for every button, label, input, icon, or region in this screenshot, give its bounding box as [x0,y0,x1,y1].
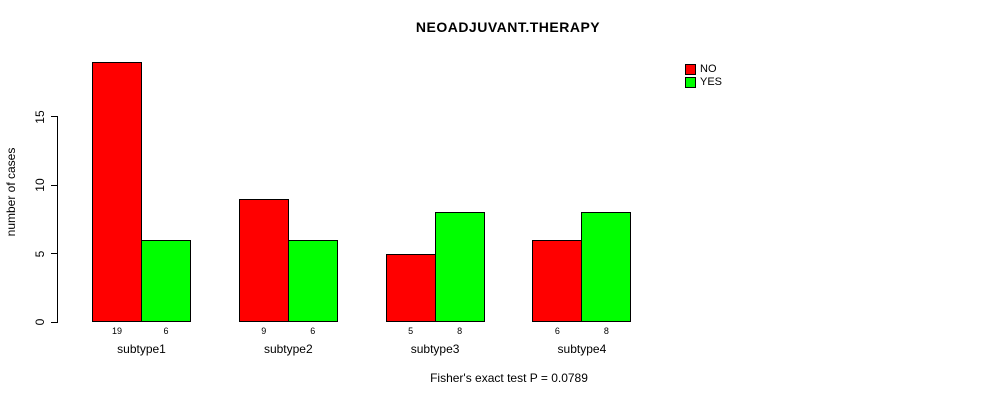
bar-subtype2-no [238,198,289,322]
legend-swatch-yes [685,76,696,88]
footer-note: Fisher's exact test P = 0.0789 [430,371,588,385]
y-tick-mark [51,253,58,254]
y-tick-label: 5 [33,250,47,257]
legend-label: YES [700,75,723,88]
bar-value-label: 9 [261,326,267,336]
x-category-label: subtype3 [410,342,460,356]
bar-subtype2-yes [287,239,338,322]
bar-subtype3-yes [434,212,485,322]
legend-swatch-no [685,63,696,75]
y-tick-label: 0 [33,318,47,326]
bar-subtype1-yes [141,239,191,322]
legend-label: NO [700,62,717,75]
bar-subtype1-no [92,61,142,322]
bar-value-label: 19 [111,326,123,336]
bar-value-label: 5 [408,326,414,336]
bar-subtype4-yes [581,212,632,322]
legend-item-yes: YES [685,76,722,88]
bar-subtype4-no [532,239,583,322]
y-tick-mark [51,184,58,186]
y-axis-line [57,116,58,322]
bar-subtype3-no [385,253,436,322]
bar-value-label: 8 [603,326,609,336]
chart-title: NEOADJUVANT.THERAPY [415,19,601,35]
legend-item-no: NO [685,63,722,75]
y-tick-label: 10 [33,178,47,192]
x-category-label: subtype4 [557,342,607,356]
bar-value-label: 6 [554,326,560,336]
bar-value-label: 6 [310,326,316,336]
y-tick-mark [51,116,58,117]
y-tick-label: 15 [33,109,47,124]
x-category-label: subtype1 [117,342,166,356]
y-tick-mark [51,321,58,323]
bar-value-label: 8 [457,326,463,336]
bar-value-label: 6 [163,326,169,336]
x-category-label: subtype2 [263,342,313,356]
legend: NO YES [685,63,722,88]
